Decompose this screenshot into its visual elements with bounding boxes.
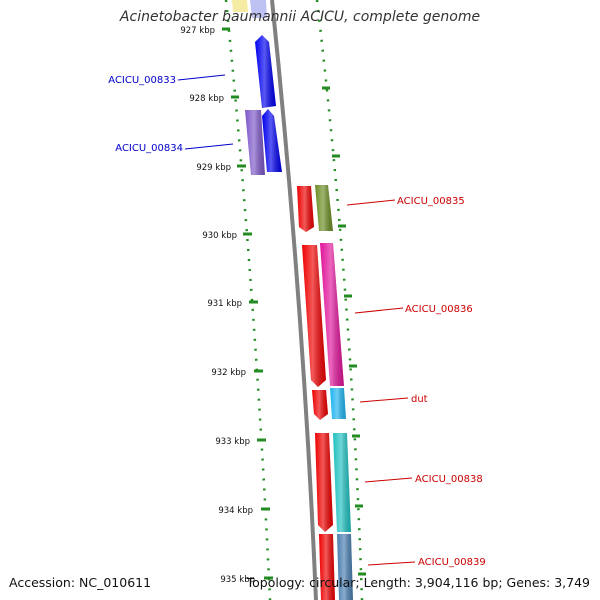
gene-gloss: [315, 185, 333, 231]
gene-gloss: [297, 186, 314, 232]
gene-label-acicu-00839[interactable]: ACICU_00839: [418, 557, 486, 568]
gene-gloss: [302, 245, 326, 387]
gene-label-acicu-00835[interactable]: ACICU_00835: [397, 196, 465, 207]
leader-line-acicu-00836: [354, 307, 404, 314]
tick-label: 935 kbp: [220, 575, 255, 585]
gene-gloss: [245, 110, 265, 175]
gene-label-acicu-00838[interactable]: ACICU_00838: [415, 474, 483, 485]
tick-label: 934 kbp: [218, 506, 253, 516]
gene-gloss: [337, 534, 353, 600]
tick-label: 929 kbp: [196, 163, 231, 173]
tick-label: 930 kbp: [202, 231, 237, 241]
leader-line-acicu-00839: [367, 561, 416, 566]
outer-dotted-ring: [315, 0, 364, 600]
gene-label-acicu-00834[interactable]: ACICU_00834: [115, 143, 183, 154]
tick-label: 928 kbp: [189, 94, 224, 104]
gene-gloss: [319, 534, 335, 600]
outer-tick-marks: [322, 86, 366, 576]
tick-label: 927 kbp: [180, 26, 215, 36]
tick-label: 933 kbp: [215, 437, 250, 447]
genome-backbone: [270, 0, 318, 600]
gene-label-dut[interactable]: dut: [411, 394, 428, 405]
leader-line-acicu-00834: [184, 143, 234, 150]
gene-gloss: [262, 109, 282, 172]
leader-line-acicu-00838: [364, 477, 413, 483]
tick-marks: [222, 27, 273, 580]
gene-gloss: [330, 388, 346, 419]
gene-arrow: [232, 0, 248, 12]
leader-line-acicu-00833: [177, 74, 226, 81]
accession-text: Accession: NC_010611: [9, 575, 152, 590]
gene-gloss: [320, 243, 344, 386]
inner-dotted-ring: [224, 0, 272, 600]
gene-gloss: [333, 433, 351, 532]
gene-gloss: [315, 433, 333, 532]
gene-label-acicu-00836[interactable]: ACICU_00836: [405, 304, 473, 315]
gene-label-acicu-00833[interactable]: ACICU_00833: [108, 75, 176, 86]
gene-arrow: [250, 0, 267, 18]
gene-gloss: [312, 390, 328, 420]
leader-line-dut: [359, 397, 409, 403]
tick-label: 932 kbp: [211, 368, 246, 378]
tick-label: 931 kbp: [207, 299, 242, 309]
map-title: Acinetobacter baumannii ACICU, complete …: [119, 9, 481, 25]
topology-text: Topology: circular; Length: 3,904,116 bp…: [246, 575, 590, 590]
gene-gloss: [255, 35, 276, 108]
leader-line-acicu-00835: [346, 199, 396, 206]
